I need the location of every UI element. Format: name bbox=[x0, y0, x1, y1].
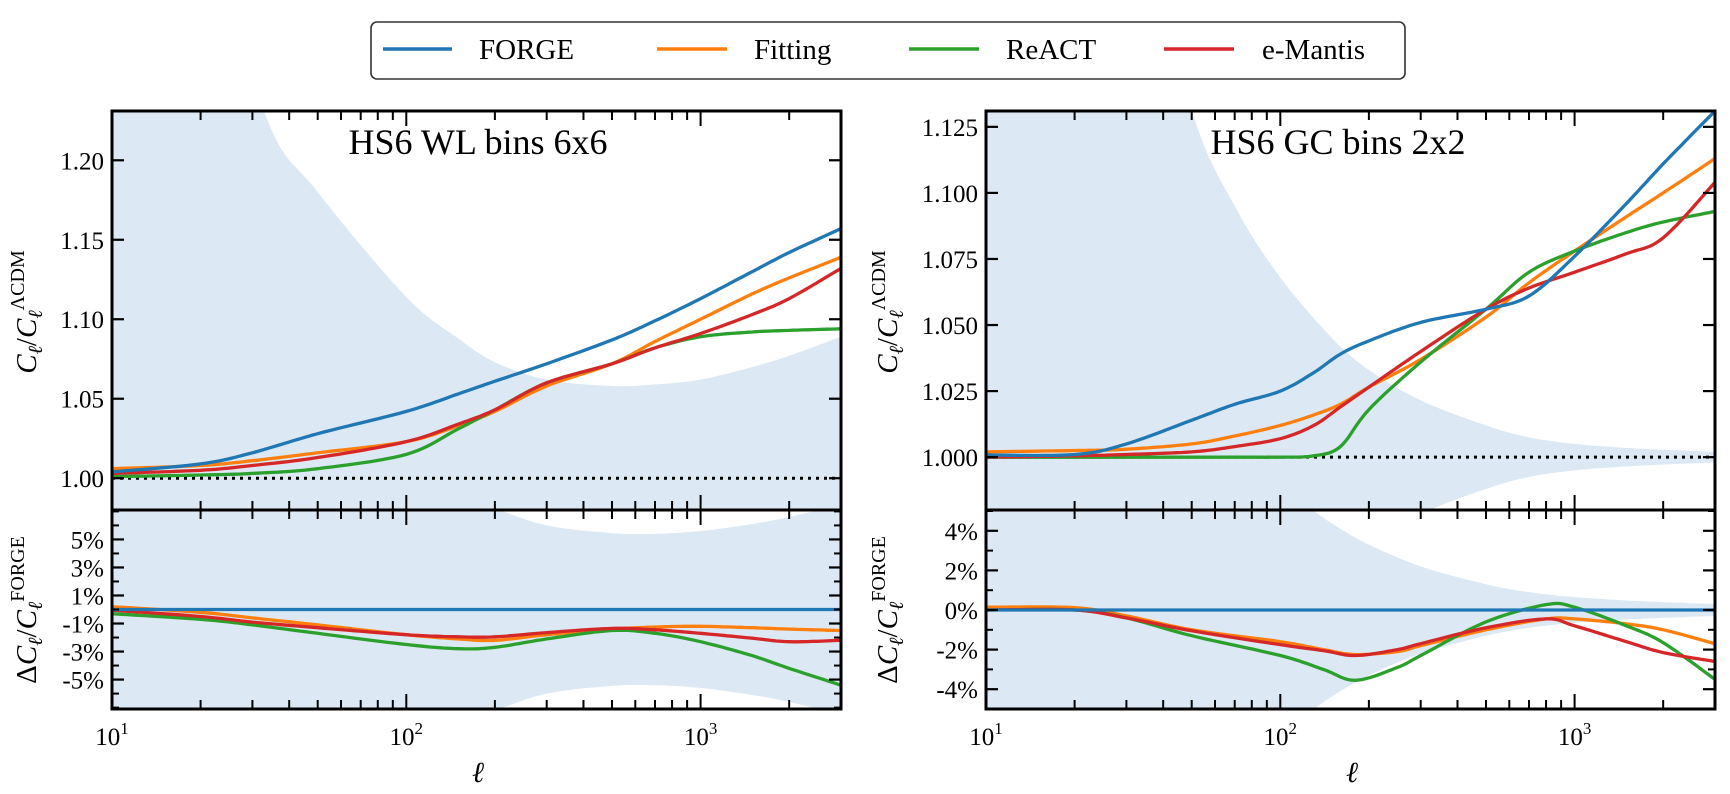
ylabel-wl-ratio: Cℓ/CℓΛCDM bbox=[7, 250, 47, 374]
x-tick-exponent: 3 bbox=[1583, 719, 1592, 738]
series-line-emantis bbox=[112, 266, 841, 476]
legend-label-forge: FORGE bbox=[479, 34, 574, 66]
y-tick-label: 1.05 bbox=[60, 387, 104, 414]
uncertainty-band bbox=[986, 111, 1715, 510]
y-tick-label: 1.20 bbox=[60, 148, 104, 175]
legend-item-emantis: e-Mantis bbox=[1164, 34, 1365, 66]
y-tick-label: 1.15 bbox=[60, 228, 104, 255]
x-tick-label: 102 bbox=[1264, 719, 1298, 751]
y-tick-label: -5% bbox=[62, 668, 104, 695]
y-tick-label: -2% bbox=[936, 638, 978, 665]
panel-wl-diff: -5%-3%-1%1%3%5%101 102 103 bbox=[62, 508, 843, 751]
y-tick-label: 1.125 bbox=[922, 115, 978, 142]
x-tick-label: 103 bbox=[684, 719, 718, 751]
series-line-emantis bbox=[112, 608, 841, 644]
x-tick-base: 10 bbox=[95, 724, 120, 751]
panel-gc-diff: -4%-2%0%2%4%101 102 103 bbox=[936, 508, 1717, 751]
legend: FORGE Fitting ReACT e-Mantis bbox=[370, 21, 1406, 80]
y-tick-label: 1% bbox=[71, 583, 104, 610]
x-tick-base: 10 bbox=[1558, 724, 1583, 751]
legend-label-emantis: e-Mantis bbox=[1262, 34, 1365, 66]
ylabel-wl-diff-text: ΔCℓ/CℓFORGE bbox=[7, 536, 47, 684]
ylabel-gc-ratio-text: Cℓ/CℓΛCDM bbox=[868, 250, 908, 374]
x-tick-base: 10 bbox=[1264, 724, 1289, 751]
y-tick-label: 2% bbox=[945, 558, 978, 585]
y-tick-label: -4% bbox=[936, 677, 978, 704]
series-line-forge bbox=[986, 111, 1715, 458]
y-tick-label: 0% bbox=[945, 598, 978, 625]
legend-item-react: ReACT bbox=[909, 34, 1097, 66]
y-tick-label: -3% bbox=[62, 640, 104, 667]
y-tick-label: 1.000 bbox=[922, 445, 978, 472]
y-tick-label: 1.100 bbox=[922, 181, 978, 208]
xlabel-gc: ℓ bbox=[1346, 757, 1358, 789]
x-tick-label: 101 bbox=[969, 719, 1003, 751]
x-tick-exponent: 2 bbox=[1289, 719, 1298, 738]
ylabel-gc-ratio: Cℓ/CℓΛCDM bbox=[868, 250, 908, 374]
panel-wl-ratio: 1.00 1.05 1.10 1.15 1.20 bbox=[60, 109, 843, 512]
plot-area bbox=[112, 111, 841, 510]
y-tick-label: 1.050 bbox=[922, 313, 978, 340]
legend-frame bbox=[370, 21, 1406, 80]
xlabel-wl: ℓ bbox=[472, 757, 484, 789]
x-tick-label: 101 bbox=[95, 719, 129, 751]
x-tick-exponent: 3 bbox=[709, 719, 718, 738]
x-tick-label: 103 bbox=[1558, 719, 1592, 751]
series-line-forge bbox=[112, 227, 841, 474]
y-tick-label: 5% bbox=[71, 527, 104, 554]
panel-gc-ratio: 1.000 1.025 1.050 1.075 1.100 1.125 bbox=[922, 109, 1717, 512]
ylabel-gc-diff-text: ΔCℓ/CℓFORGE bbox=[868, 536, 908, 684]
x-tick-base: 10 bbox=[390, 724, 415, 751]
x-tick-base: 10 bbox=[969, 724, 994, 751]
x-tick-base: 10 bbox=[684, 724, 709, 751]
legend-item-forge: FORGE bbox=[383, 34, 574, 66]
y-tick-label: 1.00 bbox=[60, 466, 104, 493]
series-line-fitting bbox=[112, 605, 841, 643]
y-tick-label: 4% bbox=[945, 519, 978, 546]
legend-label-fitting: Fitting bbox=[754, 34, 831, 66]
series-line-emantis bbox=[986, 607, 1715, 664]
x-tick-exponent: 1 bbox=[994, 719, 1003, 738]
panel-title-wl: HS6 WL bins 6x6 bbox=[348, 122, 607, 162]
y-tick-label: 1.10 bbox=[60, 307, 104, 334]
y-tick-label: 3% bbox=[71, 555, 104, 582]
y-tick-label: -1% bbox=[62, 612, 104, 639]
plot-area bbox=[986, 111, 1715, 510]
plot-area bbox=[112, 510, 841, 709]
series-line-emantis bbox=[986, 181, 1715, 459]
y-tick-label: 1.075 bbox=[922, 247, 978, 274]
series-line-react bbox=[986, 209, 1715, 459]
ylabel-wl-diff: ΔCℓ/CℓFORGE bbox=[7, 536, 47, 684]
ylabel-wl-ratio-text: Cℓ/CℓΛCDM bbox=[7, 250, 47, 374]
x-tick-exponent: 1 bbox=[120, 719, 129, 738]
x-tick-exponent: 2 bbox=[415, 719, 424, 738]
series-line-react bbox=[112, 612, 841, 687]
x-tick-label: 102 bbox=[390, 719, 424, 751]
legend-item-fitting: Fitting bbox=[657, 34, 831, 66]
ylabel-gc-diff: ΔCℓ/CℓFORGE bbox=[868, 536, 908, 684]
series-line-fitting bbox=[112, 255, 841, 471]
plot-area bbox=[986, 510, 1715, 709]
panel-title-gc: HS6 GC bins 2x2 bbox=[1210, 122, 1465, 162]
legend-label-react: ReACT bbox=[1006, 34, 1097, 66]
y-tick-label: 1.025 bbox=[922, 379, 978, 406]
uncertainty-band bbox=[112, 111, 841, 510]
